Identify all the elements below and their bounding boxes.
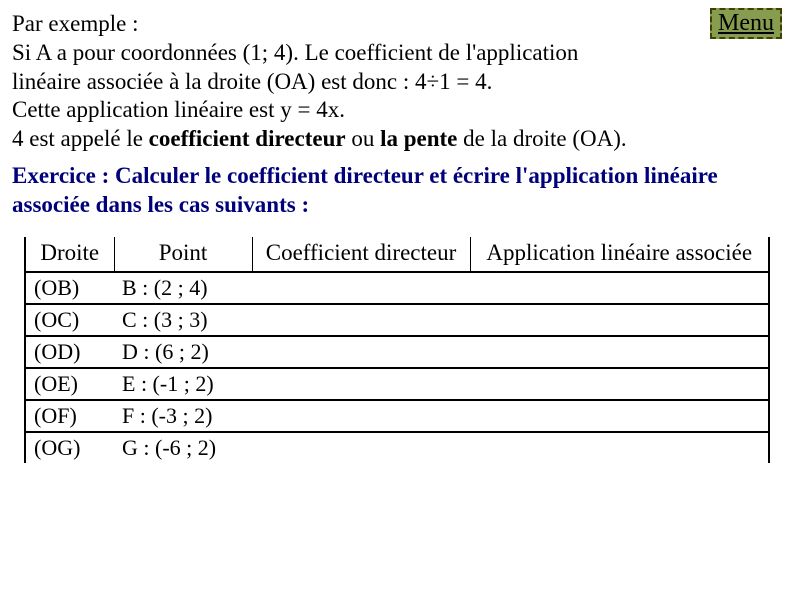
cell-droite: (OE) (25, 368, 114, 400)
header-droite: Droite (25, 237, 114, 272)
cell-coef (252, 368, 470, 400)
example-line-5e: de la droite (OA). (457, 126, 626, 151)
cell-droite: (OF) (25, 400, 114, 432)
example-line-1: Par exemple : (12, 11, 138, 36)
cell-point: C : (3 ; 3) (114, 304, 252, 336)
exercise-heading: Exercice : Calculer le coefficient direc… (12, 162, 782, 220)
cell-point: D : (6 ; 2) (114, 336, 252, 368)
exercise-table: Droite Point Coefficient directeur Appli… (24, 237, 770, 463)
table-row: (OF) F : (-3 ; 2) (25, 400, 769, 432)
cell-point: B : (2 ; 4) (114, 272, 252, 304)
table-row: (OB) B : (2 ; 4) (25, 272, 769, 304)
example-line-3: linéaire associée à la droite (OA) est d… (12, 69, 492, 94)
table-header-row: Droite Point Coefficient directeur Appli… (25, 237, 769, 272)
example-line-2: Si A a pour coordonnées (1; 4). Le coeff… (12, 40, 578, 65)
exercise-line-1: Exercice : Calculer le coefficient direc… (12, 163, 718, 188)
table-row: (OG) G : (-6 ; 2) (25, 432, 769, 463)
cell-app (470, 400, 769, 432)
example-line-5a: 4 est appelé le (12, 126, 149, 151)
cell-app (470, 336, 769, 368)
table-row: (OE) E : (-1 ; 2) (25, 368, 769, 400)
header-coef: Coefficient directeur (252, 237, 470, 272)
example-line-5c: ou (346, 126, 381, 151)
table-row: (OC) C : (3 ; 3) (25, 304, 769, 336)
cell-droite: (OC) (25, 304, 114, 336)
example-line-4: Cette application linéaire est y = 4x. (12, 97, 345, 122)
cell-point: G : (-6 ; 2) (114, 432, 252, 463)
exercise-table-container: Droite Point Coefficient directeur Appli… (24, 237, 770, 463)
cell-droite: (OG) (25, 432, 114, 463)
cell-app (470, 272, 769, 304)
header-point: Point (114, 237, 252, 272)
cell-droite: (OD) (25, 336, 114, 368)
cell-coef (252, 400, 470, 432)
coefficient-directeur-term: coefficient directeur (149, 126, 346, 151)
menu-button[interactable]: Menu (710, 8, 782, 39)
table-row: (OD) D : (6 ; 2) (25, 336, 769, 368)
header-app: Application linéaire associée (470, 237, 769, 272)
cell-coef (252, 432, 470, 463)
cell-app (470, 432, 769, 463)
cell-point: E : (-1 ; 2) (114, 368, 252, 400)
cell-app (470, 368, 769, 400)
cell-coef (252, 336, 470, 368)
pente-term: la pente (380, 126, 457, 151)
cell-coef (252, 304, 470, 336)
cell-coef (252, 272, 470, 304)
cell-droite: (OB) (25, 272, 114, 304)
cell-app (470, 304, 769, 336)
exercise-line-2: associée dans les cas suivants : (12, 192, 309, 217)
cell-point: F : (-3 ; 2) (114, 400, 252, 432)
example-paragraph: Par exemple : Si A a pour coordonnées (1… (12, 10, 782, 154)
